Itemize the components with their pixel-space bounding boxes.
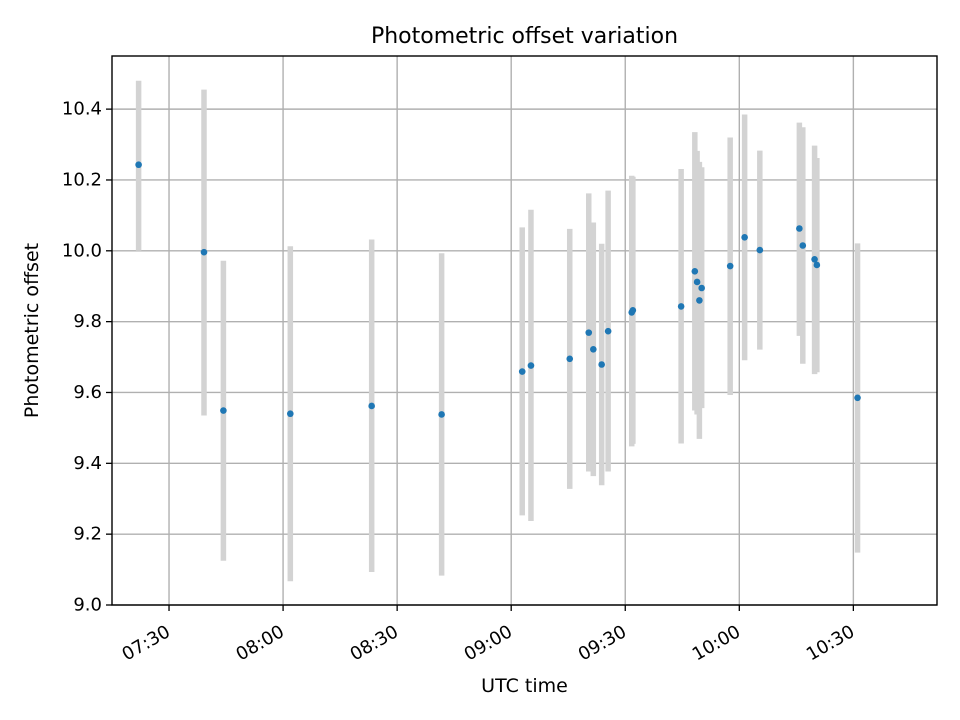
- plot-frame: [111, 55, 938, 606]
- y-axis-label: Photometric offset: [21, 243, 43, 418]
- data-point: [854, 394, 861, 402]
- y-tick-label: 9.2: [73, 524, 102, 545]
- data-point: [590, 345, 597, 353]
- data-points: [135, 161, 861, 418]
- y-tick-label: 10.4: [62, 99, 102, 120]
- data-point: [698, 284, 705, 292]
- data-point: [691, 268, 699, 275]
- data-point: [518, 368, 526, 375]
- y-tick-label: 9.8: [73, 311, 102, 332]
- data-point: [598, 361, 605, 368]
- data-point: [220, 407, 227, 414]
- y-tick-label: 9.6: [73, 382, 102, 403]
- data-point: [726, 262, 734, 270]
- data-point: [135, 161, 142, 169]
- data-point: [368, 402, 375, 410]
- data-point: [287, 410, 294, 418]
- data-point: [604, 327, 612, 335]
- y-tick-label: 9.4: [73, 453, 102, 474]
- data-point: [438, 411, 445, 418]
- y-tick-label: 10.0: [62, 240, 102, 261]
- data-point: [585, 329, 593, 336]
- x-axis-label: UTC time: [481, 675, 568, 697]
- y-tick-label: 10.2: [62, 169, 102, 190]
- data-point: [566, 355, 574, 363]
- data-point: [799, 242, 807, 249]
- data-point: [200, 248, 208, 256]
- y-tick-label: 9.0: [73, 595, 102, 616]
- data-point: [693, 278, 701, 286]
- data-point: [813, 261, 821, 269]
- data-point: [677, 303, 685, 310]
- data-point: [796, 225, 803, 232]
- data-point: [527, 362, 535, 369]
- data-point: [756, 246, 764, 254]
- data-point: [629, 307, 637, 314]
- data-point: [696, 297, 703, 304]
- data-point: [811, 256, 818, 263]
- chart-title: Photometric offset variation: [371, 24, 678, 49]
- data-point: [741, 234, 748, 241]
